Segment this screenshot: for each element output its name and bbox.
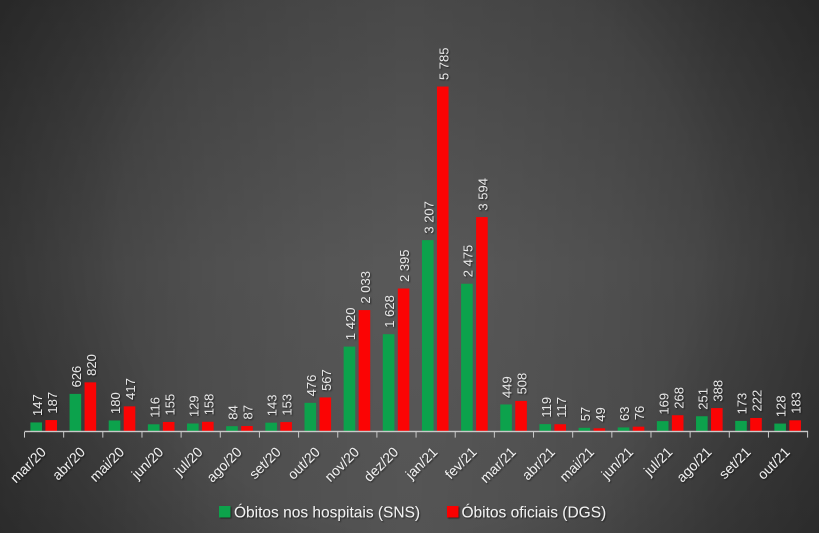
svg-text:153: 153 xyxy=(280,394,295,416)
svg-text:187: 187 xyxy=(45,392,60,414)
svg-text:3 207: 3 207 xyxy=(421,201,436,234)
svg-text:2 033: 2 033 xyxy=(358,271,373,304)
svg-text:3 594: 3 594 xyxy=(476,178,491,211)
svg-text:251: 251 xyxy=(695,388,710,410)
svg-text:117: 117 xyxy=(554,397,569,418)
svg-text:417: 417 xyxy=(123,378,138,400)
svg-text:180: 180 xyxy=(108,392,123,414)
svg-text:268: 268 xyxy=(671,387,686,409)
svg-text:2 475: 2 475 xyxy=(461,245,476,278)
svg-text:128: 128 xyxy=(774,395,789,417)
svg-text:1 420: 1 420 xyxy=(343,308,358,341)
svg-text:Óbitos nos hospitais (SNS): Óbitos nos hospitais (SNS) xyxy=(234,504,420,521)
svg-text:169: 169 xyxy=(656,393,671,415)
svg-text:508: 508 xyxy=(515,373,530,395)
svg-text:476: 476 xyxy=(304,375,319,397)
svg-text:76: 76 xyxy=(632,406,647,420)
svg-text:116: 116 xyxy=(147,397,162,418)
svg-text:57: 57 xyxy=(578,407,593,421)
svg-text:129: 129 xyxy=(186,395,201,417)
svg-text:155: 155 xyxy=(162,394,177,416)
svg-text:63: 63 xyxy=(617,406,632,420)
svg-text:626: 626 xyxy=(69,366,84,388)
svg-text:87: 87 xyxy=(241,405,256,419)
svg-text:567: 567 xyxy=(319,369,334,391)
svg-text:173: 173 xyxy=(735,393,750,415)
svg-text:2 395: 2 395 xyxy=(397,249,412,282)
svg-text:820: 820 xyxy=(84,354,99,376)
svg-text:222: 222 xyxy=(750,390,765,412)
svg-text:158: 158 xyxy=(201,394,216,416)
svg-text:5 785: 5 785 xyxy=(436,47,451,80)
svg-text:84: 84 xyxy=(226,405,241,419)
svg-text:Óbitos oficiais (DGS): Óbitos oficiais (DGS) xyxy=(462,504,607,521)
svg-text:147: 147 xyxy=(30,394,45,416)
svg-text:143: 143 xyxy=(265,394,280,416)
svg-text:183: 183 xyxy=(789,392,804,414)
svg-text:449: 449 xyxy=(500,376,515,398)
svg-text:1 628: 1 628 xyxy=(382,295,397,328)
svg-text:49: 49 xyxy=(593,407,608,421)
svg-text:119: 119 xyxy=(539,397,554,418)
svg-text:388: 388 xyxy=(710,380,725,402)
